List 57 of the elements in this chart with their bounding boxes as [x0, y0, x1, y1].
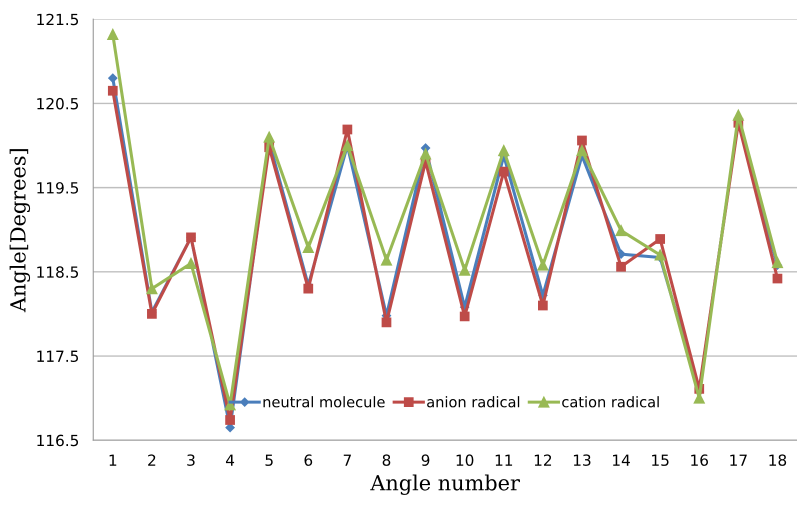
x-tick-label: 6: [304, 454, 312, 466]
point: [498, 166, 509, 176]
point: [577, 136, 587, 146]
point: [302, 242, 314, 253]
x-tick-label: 13: [574, 454, 590, 466]
y-tick-label: 118.5: [37, 266, 78, 278]
point: [108, 74, 118, 83]
point: [537, 260, 548, 271]
point: [264, 132, 275, 143]
point: [225, 415, 235, 425]
point: [616, 262, 626, 272]
legend-label: neutral molecule: [264, 396, 385, 408]
x-tick-label: 5: [266, 454, 273, 466]
point: [654, 249, 666, 261]
point: [576, 145, 588, 156]
x-tick-label: 9: [422, 454, 430, 466]
x-tick-label: 11: [496, 454, 512, 466]
legend-label: cation radical: [562, 396, 659, 408]
point: [732, 110, 744, 121]
y-tick-label: 121.5: [37, 14, 78, 26]
point: [420, 148, 432, 160]
y-axis-title: Angle[Degrees]: [10, 149, 30, 312]
x-tick-label: 8: [382, 454, 390, 466]
point: [303, 284, 314, 294]
point: [459, 264, 470, 276]
x-tick-label: 15: [652, 454, 669, 466]
legend-label: anion radical: [427, 396, 520, 408]
point: [655, 234, 666, 244]
x-tick-label: 14: [613, 454, 630, 466]
point: [107, 28, 118, 40]
x-tick-label: 16: [691, 454, 708, 466]
x-tick-label: 17: [730, 454, 747, 466]
x-tick-label: 18: [769, 454, 786, 466]
x-tick-label: 1: [110, 454, 116, 466]
x-tick-label: 2: [148, 454, 156, 466]
x-tick-label: 7: [344, 454, 351, 466]
point: [108, 86, 118, 96]
y-tick-label: 116.5: [37, 434, 78, 446]
point: [342, 124, 352, 134]
x-tick-label: 3: [187, 454, 195, 466]
point: [498, 145, 510, 156]
x-tick-label: 12: [534, 454, 552, 466]
x-tick-label: 10: [456, 454, 474, 466]
y-tick-label: 117.5: [37, 350, 78, 362]
point: [772, 257, 784, 268]
point: [538, 300, 548, 310]
y-tick-label: 119.5: [37, 182, 78, 194]
y-tick-label: 120.5: [37, 98, 78, 110]
x-tick-label: 4: [226, 454, 234, 466]
point: [616, 225, 627, 236]
x-axis-title: Angle number: [370, 474, 520, 495]
point: [185, 258, 197, 269]
point: [380, 254, 392, 266]
point: [382, 317, 392, 328]
point: [460, 312, 470, 322]
point: [772, 274, 782, 284]
point: [146, 283, 158, 294]
